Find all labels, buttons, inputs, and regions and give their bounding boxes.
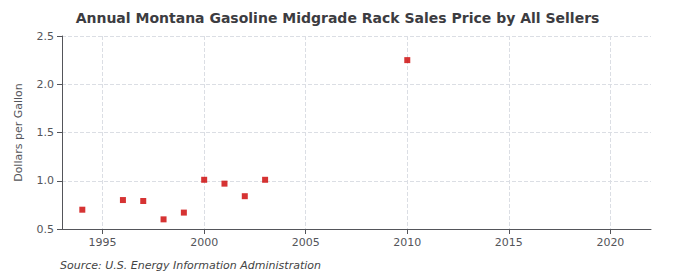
svg-text:1.0: 1.0	[37, 174, 55, 187]
svg-text:2020: 2020	[596, 236, 624, 249]
svg-text:Source: U.S. Energy Informatio: Source: U.S. Energy Information Administ…	[60, 259, 321, 272]
svg-text:Annual Montana Gasoline Midgra: Annual Montana Gasoline Midgrade Rack Sa…	[76, 10, 600, 26]
svg-text:2010: 2010	[393, 236, 421, 249]
svg-text:2015: 2015	[495, 236, 523, 249]
svg-text:1.5: 1.5	[37, 126, 55, 139]
svg-text:1995: 1995	[89, 236, 117, 249]
svg-text:0.5: 0.5	[37, 223, 55, 236]
svg-text:Dollars per Gallon: Dollars per Gallon	[12, 83, 25, 182]
svg-text:2005: 2005	[292, 236, 320, 249]
svg-text:2.5: 2.5	[37, 30, 55, 43]
svg-text:2.0: 2.0	[37, 78, 55, 91]
svg-text:2000: 2000	[190, 236, 218, 249]
